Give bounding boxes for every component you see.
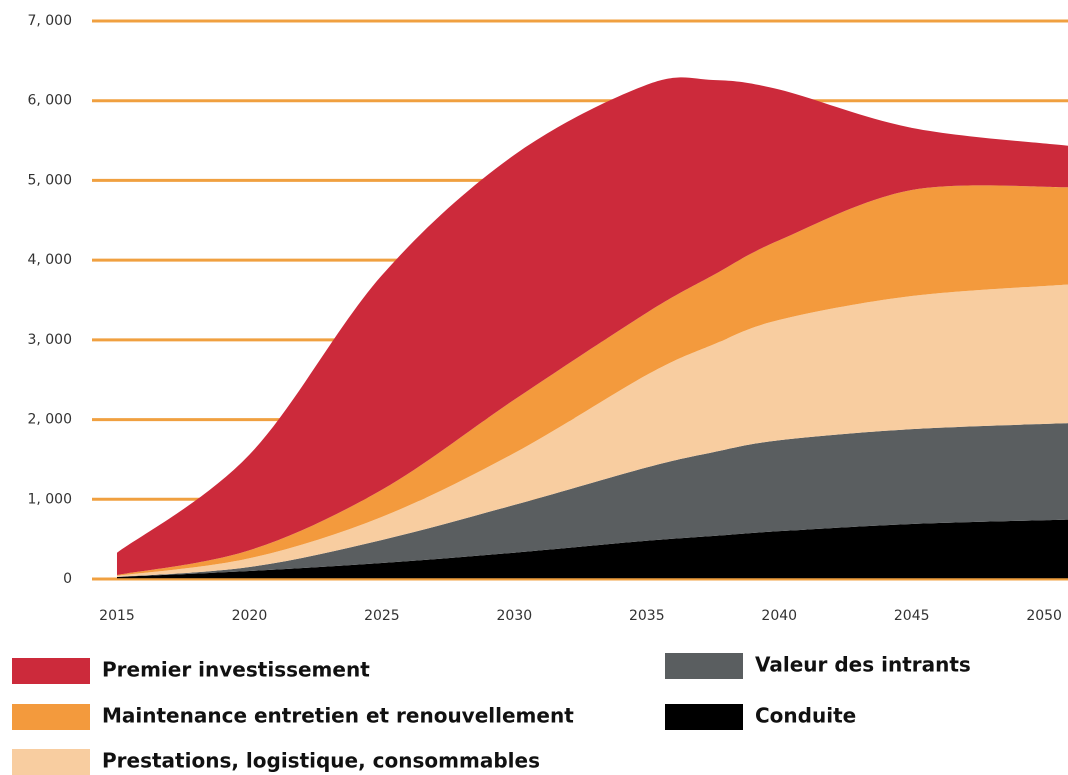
x-tick-label: 2015 <box>99 608 135 624</box>
legend-label: Maintenance entretien et renouvellement <box>102 704 574 728</box>
y-tick-label: 4, 000 <box>27 252 72 268</box>
legend-label: Prestations, logistique, consommables <box>102 749 540 773</box>
x-tick-label: 2050 <box>1026 608 1062 624</box>
y-tick-label: 6, 000 <box>27 93 72 109</box>
y-tick-label: 3, 000 <box>27 332 72 348</box>
area <box>116 185 1068 576</box>
y-tick-label: 7, 000 <box>27 13 72 29</box>
legend-item: Prestations, logistique, consommables <box>12 749 540 775</box>
y-tick-label: 0 <box>63 571 72 587</box>
legend-label: Premier investissement <box>102 658 370 682</box>
x-tick-label: 2045 <box>894 608 930 624</box>
legend-label: Conduite <box>755 704 856 728</box>
x-tick-label: 2030 <box>497 608 533 624</box>
legend-swatch <box>12 658 90 684</box>
legend-label: Valeur des intrants <box>755 653 971 677</box>
legend-swatch <box>12 704 90 730</box>
legend-swatch <box>12 749 90 775</box>
area <box>116 77 1068 576</box>
x-tick-label: 2040 <box>761 608 797 624</box>
x-tick-label: 2020 <box>232 608 268 624</box>
legend-item: Premier investissement <box>12 658 370 684</box>
y-tick-label: 2, 000 <box>27 412 72 428</box>
area <box>116 423 1068 578</box>
legend-item: Maintenance entretien et renouvellement <box>12 704 574 730</box>
legend-swatch <box>665 704 743 730</box>
y-tick-label: 1, 000 <box>27 491 72 507</box>
x-tick-label: 2035 <box>629 608 665 624</box>
y-tick-label: 5, 000 <box>27 172 72 188</box>
legend-item: Valeur des intrants <box>665 653 971 679</box>
legend-swatch <box>665 653 743 679</box>
area <box>116 284 1068 578</box>
x-tick-label: 2025 <box>364 608 400 624</box>
legend-item: Conduite <box>665 704 856 730</box>
area <box>116 519 1068 579</box>
